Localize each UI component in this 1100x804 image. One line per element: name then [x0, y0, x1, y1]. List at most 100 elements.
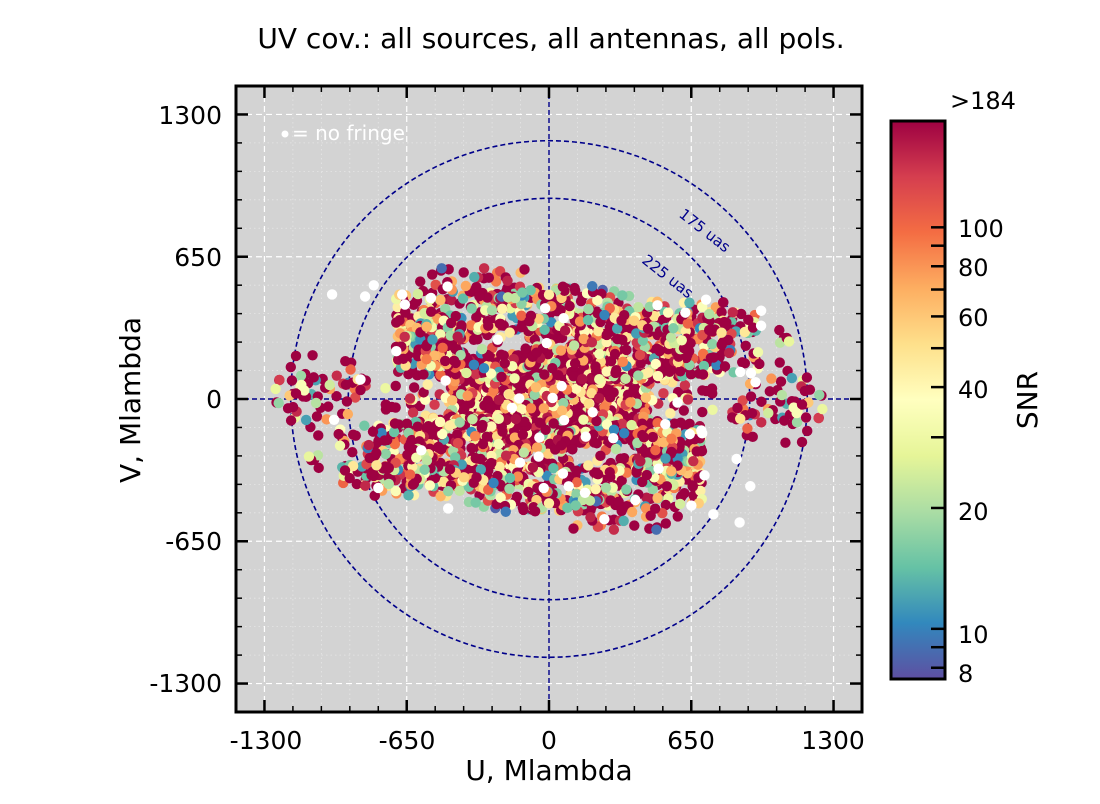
colorbar-tick-label: 40 [958, 376, 989, 404]
uv-point [486, 450, 497, 462]
uv-point-no-fringe [630, 494, 641, 506]
uv-point [776, 389, 788, 401]
uv-point-no-fringe [373, 482, 384, 494]
uv-point [571, 477, 582, 488]
uv-point [380, 448, 391, 460]
uv-point-no-fringe [492, 334, 503, 345]
uv-point [660, 453, 671, 464]
uv-point [626, 419, 637, 431]
uv-point [539, 369, 550, 380]
uv-point [456, 320, 467, 331]
uv-point [697, 385, 708, 396]
uv-point [412, 421, 423, 432]
uv-point [458, 267, 469, 278]
uv-point [436, 263, 447, 274]
uv-point-no-fringe [580, 431, 591, 442]
uv-point [651, 524, 662, 535]
uv-point [780, 437, 791, 448]
uv-point-no-fringe [699, 470, 710, 481]
x-tick-label: 0 [541, 726, 557, 755]
uv-point [472, 334, 483, 345]
uv-point [605, 495, 616, 506]
uv-point [611, 323, 623, 334]
uv-point [548, 463, 559, 474]
colorbar-tick-label: 10 [958, 621, 989, 649]
uv-point [647, 431, 659, 443]
uv-point [371, 448, 382, 459]
uv-point [394, 314, 405, 326]
uv-point-no-fringe [680, 307, 691, 318]
uv-point [567, 444, 578, 455]
uv-point [399, 331, 410, 343]
uv-point [556, 440, 567, 451]
uv-point [756, 396, 767, 407]
uv-point [786, 372, 798, 384]
uv-point [635, 358, 646, 369]
uv-point [676, 335, 687, 346]
uv-point [485, 402, 496, 414]
uv-point [454, 485, 465, 497]
uv-point [601, 366, 612, 377]
uv-point [444, 420, 455, 431]
uv-point [641, 469, 653, 481]
colorbar-tick-labels: 8 10 20 40 60 80 100 [958, 215, 1004, 688]
uv-point [583, 398, 594, 409]
uv-point [737, 395, 748, 406]
uv-point [270, 383, 281, 395]
uv-point [290, 388, 302, 399]
uv-point [415, 276, 426, 287]
uv-point [286, 375, 298, 386]
uv-point [660, 499, 672, 511]
uv-point [582, 314, 594, 326]
uv-point [625, 397, 636, 408]
uv-point [638, 431, 650, 443]
uv-point [643, 367, 654, 378]
x-tick-label: 1300 [801, 726, 865, 755]
uv-point [483, 272, 495, 283]
uv-point-no-fringe [735, 366, 746, 378]
uv-point [313, 462, 324, 474]
uv-point [716, 339, 727, 350]
uv-point [470, 497, 481, 508]
uv-point-no-fringe [533, 451, 544, 462]
uv-point-no-fringe [750, 376, 761, 388]
uv-point [783, 336, 795, 347]
y-tick-label: 1300 [158, 101, 222, 130]
uv-point [594, 373, 605, 385]
uv-point [429, 472, 441, 484]
uv-point [383, 462, 395, 474]
uv-point [519, 416, 530, 427]
uv-point [666, 465, 677, 477]
chart-title: UV cov.: all sources, all antennas, all … [257, 22, 844, 55]
uv-point [493, 394, 505, 405]
uv-point [516, 404, 528, 415]
uv-point [591, 415, 602, 427]
uv-point-no-fringe [686, 500, 697, 511]
uv-point [616, 315, 627, 326]
uv-point [697, 348, 709, 360]
uv-point-no-fringe [587, 407, 598, 418]
uv-point [589, 437, 600, 448]
uv-point [766, 373, 777, 384]
uv-point-no-fringe [399, 299, 411, 310]
uv-point [474, 291, 485, 302]
uv-point [359, 420, 370, 431]
uv-point [604, 466, 615, 478]
uv-point-no-fringe [442, 503, 454, 514]
uv-point [601, 329, 612, 341]
uv-point [662, 307, 674, 318]
uv-point [556, 405, 568, 416]
uv-point [509, 373, 520, 384]
uv-point [383, 478, 394, 490]
uv-point-no-fringe [416, 445, 427, 456]
uv-point [471, 312, 482, 323]
uv-point [517, 429, 529, 440]
uv-point [334, 440, 346, 451]
uv-point [620, 373, 631, 384]
uv-point [657, 314, 669, 326]
uv-point [586, 337, 598, 348]
uv-point [675, 366, 686, 377]
uv-point [496, 421, 508, 432]
uv-point [763, 407, 774, 419]
uv-point [274, 374, 285, 386]
